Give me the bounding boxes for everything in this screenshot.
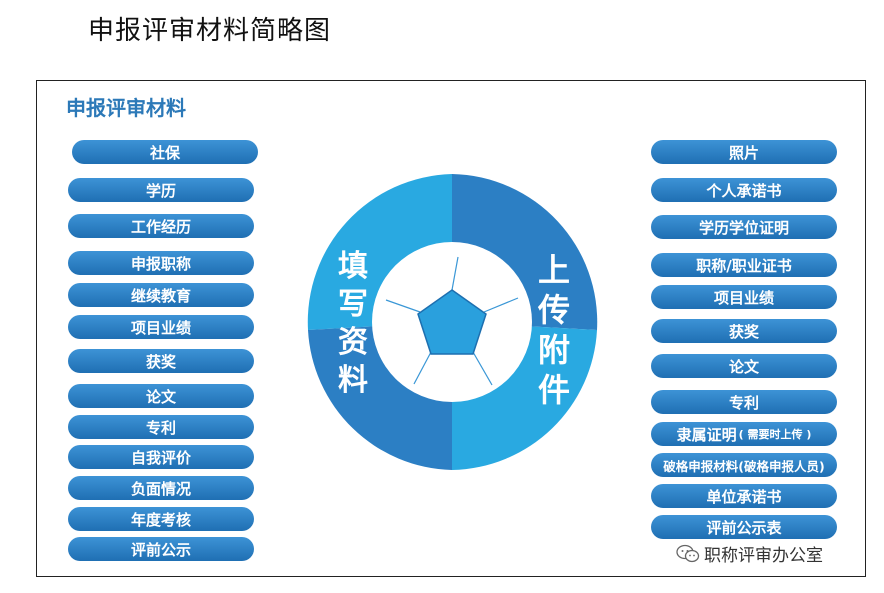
wheel-right-label: 上 传 附 件: [533, 250, 575, 410]
right-item: 论文: [651, 354, 837, 378]
wheel-right-char: 件: [537, 371, 570, 409]
right-item: 获奖: [651, 319, 837, 343]
wheel-left-char: 资: [338, 325, 368, 360]
left-item: 获奖: [68, 349, 254, 373]
wheel-right-char: 传: [537, 291, 570, 329]
right-item-note: ( 需要时上传 ): [738, 428, 812, 441]
left-item: 年度考核: [68, 507, 254, 531]
right-item: 照片: [651, 140, 837, 164]
left-item: 自我评价: [68, 445, 254, 469]
left-item: 论文: [68, 384, 254, 408]
watermark: 职称评审办公室: [676, 541, 823, 566]
right-item: 破格申报材料(破格申报人员): [651, 453, 837, 477]
left-item: 社保: [72, 140, 258, 164]
right-item: 学历学位证明: [651, 215, 837, 239]
right-item: 评前公示表: [651, 515, 837, 539]
wheel-left-char: 写: [338, 287, 368, 322]
wheel-spokes: [385, 256, 519, 386]
diagram-frame: [36, 80, 866, 577]
left-item: 专利: [68, 415, 254, 439]
left-item: 学历: [68, 178, 254, 202]
wheel-pentagon: [417, 289, 487, 355]
wheel-right-char: 上: [537, 251, 570, 289]
page-title: 申报评审材料简略图: [88, 16, 332, 46]
wheel-left-label: 填 写 资 料: [333, 248, 373, 400]
left-item: 负面情况: [68, 476, 254, 500]
left-item: 申报职称: [68, 251, 254, 275]
left-item: 项目业绩: [68, 315, 254, 339]
wheel-right-char: 附: [537, 331, 570, 369]
right-item: 单位承诺书: [651, 484, 837, 508]
right-item-attestation: 隶属证明( 需要时上传 ): [651, 422, 837, 446]
right-item: 个人承诺书: [651, 178, 837, 202]
left-item: 工作经历: [68, 214, 254, 238]
wheel-left-char: 填: [338, 249, 368, 284]
watermark-text: 职称评审办公室: [704, 546, 823, 566]
wheel-left-char: 料: [338, 363, 368, 398]
left-item: 评前公示: [68, 537, 254, 561]
right-item: 专利: [651, 390, 837, 414]
frame-title: 申报评审材料: [66, 96, 186, 120]
right-item: 项目业绩: [651, 285, 837, 309]
right-item: 职称/职业证书: [651, 253, 837, 277]
wechat-icon: [676, 544, 700, 562]
left-item: 继续教育: [68, 283, 254, 307]
right-item-label: 隶属证明: [676, 425, 737, 444]
